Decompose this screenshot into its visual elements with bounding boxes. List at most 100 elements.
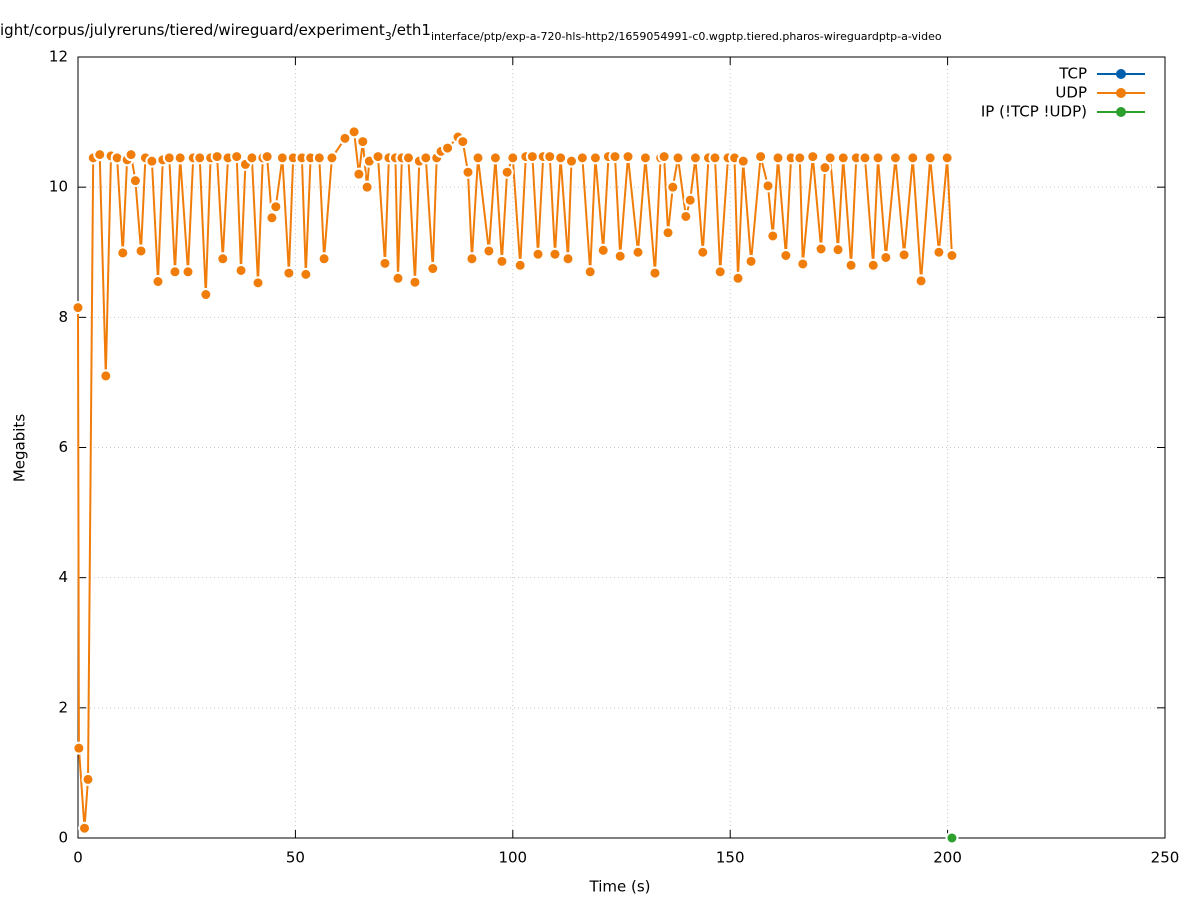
data-point: [426, 262, 440, 276]
y-tick-label: 10: [49, 178, 68, 196]
data-point: [657, 150, 671, 164]
data-point: [230, 150, 244, 164]
data-point: [897, 248, 911, 262]
data-point: [906, 151, 920, 165]
data-point: [199, 288, 213, 302]
data-point: [145, 154, 159, 168]
title-part: ight/corpus/julyreruns/tiered/wireguard/…: [0, 21, 385, 39]
data-point: [282, 266, 296, 280]
data-point: [134, 244, 148, 258]
data-point: [648, 266, 662, 280]
data-point: [72, 741, 86, 755]
legend-marker: [1116, 69, 1126, 79]
data-point: [265, 211, 279, 225]
data-point: [260, 150, 274, 164]
x-tick-label: 200: [933, 849, 962, 867]
data-point: [713, 265, 727, 279]
data-point: [124, 148, 138, 162]
data-point: [151, 275, 165, 289]
data-point: [251, 276, 265, 290]
y-tick-label: 4: [58, 568, 68, 586]
data-point: [168, 265, 182, 279]
data-point: [162, 151, 176, 165]
data-point: [888, 151, 902, 165]
data-point: [736, 154, 750, 168]
data-point: [500, 165, 514, 179]
data-point: [506, 151, 520, 165]
data-point: [116, 246, 130, 260]
data-point: [441, 141, 455, 155]
data-point: [866, 258, 880, 272]
title-part: /eth1: [392, 21, 431, 39]
data-point: [708, 151, 722, 165]
data-point: [575, 151, 589, 165]
data-point: [181, 265, 195, 279]
title-part: interface/ptp/exp-a-720-hls-http2/165905…: [431, 30, 942, 43]
data-point: [666, 180, 680, 194]
data-point: [99, 369, 113, 383]
data-point: [945, 831, 959, 845]
data-point: [744, 254, 758, 268]
data-point: [408, 275, 422, 289]
legend-marker: [1116, 107, 1126, 117]
title-part: 3: [385, 30, 392, 43]
data-point: [844, 258, 858, 272]
x-tick-label: 100: [498, 849, 527, 867]
data-point: [275, 151, 289, 165]
data-point: [325, 151, 339, 165]
legend-label: IP (!TCP !UDP): [981, 103, 1087, 121]
data-point: [78, 821, 92, 835]
y-tick-label: 6: [58, 438, 68, 456]
legend-label: UDP: [1055, 84, 1087, 102]
data-point: [548, 247, 562, 261]
y-tick-label: 8: [58, 308, 68, 326]
data-point: [317, 252, 331, 266]
data-point: [371, 150, 385, 164]
data-point: [391, 271, 405, 285]
data-point: [360, 180, 374, 194]
data-point: [93, 148, 107, 162]
data-point: [596, 243, 610, 257]
data-point: [779, 249, 793, 263]
series-line: [77, 129, 953, 829]
data-point: [531, 247, 545, 261]
y-tick-label: 12: [49, 48, 68, 66]
data-point: [771, 151, 785, 165]
data-point: [561, 252, 575, 266]
data-point: [836, 151, 850, 165]
x-tick-label: 250: [1151, 849, 1180, 867]
data-point: [608, 150, 622, 164]
x-tick-label: 50: [286, 849, 305, 867]
data-point: [356, 135, 370, 149]
data-point: [823, 151, 837, 165]
data-point: [378, 256, 392, 270]
data-point: [216, 252, 230, 266]
y-tick-label: 0: [58, 829, 68, 847]
data-point: [766, 229, 780, 243]
data-point: [338, 131, 352, 145]
data-point: [543, 150, 557, 164]
x-tick-label: 0: [73, 849, 83, 867]
data-point: [488, 151, 502, 165]
data-point: [932, 245, 946, 259]
data-point: [621, 150, 635, 164]
data-point: [671, 151, 685, 165]
data-point: [679, 209, 693, 223]
data-point: [940, 151, 954, 165]
data-point: [879, 250, 893, 264]
y-axis-label: Megabits: [11, 414, 29, 482]
data-point: [554, 151, 568, 165]
data-point: [401, 151, 415, 165]
data-point: [128, 174, 142, 188]
data-point: [871, 151, 885, 165]
data-point: [818, 161, 832, 175]
data-point: [419, 151, 433, 165]
x-tick-label: 150: [716, 849, 745, 867]
data-point: [513, 258, 527, 272]
legend-label: TCP: [1058, 65, 1087, 83]
data-point: [688, 151, 702, 165]
data-point: [831, 243, 845, 257]
data-point: [613, 249, 627, 263]
data-point: [245, 151, 259, 165]
